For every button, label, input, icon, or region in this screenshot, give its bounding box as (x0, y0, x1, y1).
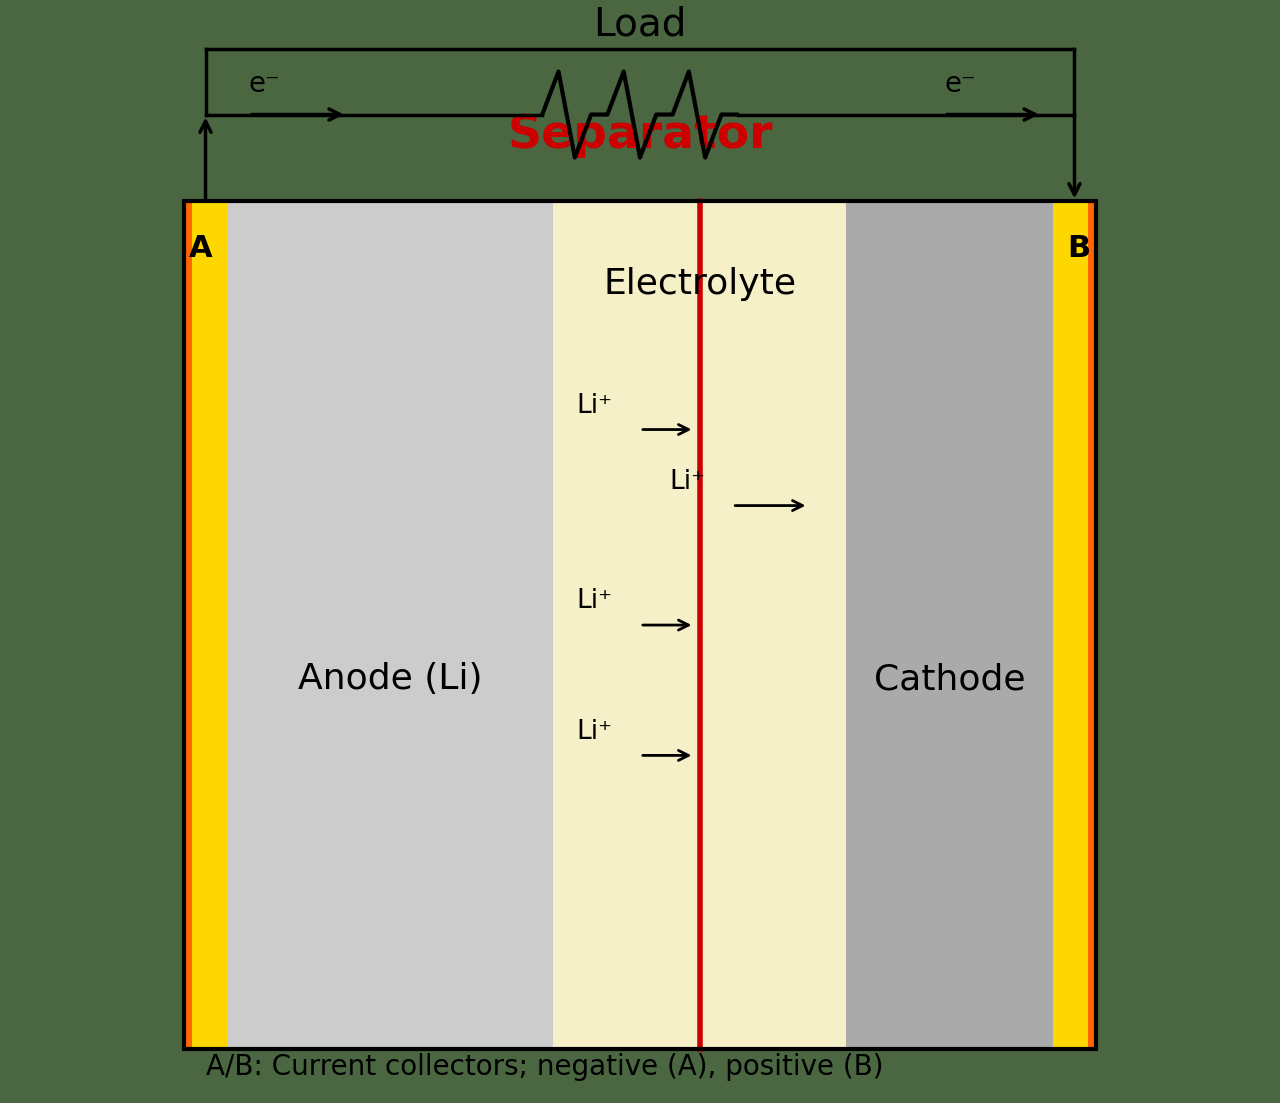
Text: Electrolyte: Electrolyte (603, 267, 796, 301)
Text: e⁻: e⁻ (248, 71, 280, 98)
Bar (553, 202, 846, 1049)
Bar (1052, 202, 1088, 1049)
Text: Li⁺: Li⁺ (577, 588, 613, 614)
Text: Li⁺: Li⁺ (669, 469, 705, 495)
Text: Anode (Li): Anode (Li) (298, 663, 483, 696)
Text: A/B: Current collectors; negative (A), positive (B): A/B: Current collectors; negative (A), p… (206, 1053, 883, 1081)
Bar (184, 202, 1096, 1049)
Text: Cathode: Cathode (874, 663, 1025, 696)
Text: A: A (189, 234, 212, 263)
Text: Separator: Separator (507, 113, 773, 158)
Bar (1088, 202, 1096, 1049)
Bar (846, 202, 1052, 1049)
Text: Li⁺: Li⁺ (577, 393, 613, 419)
Text: B: B (1068, 234, 1091, 263)
Text: Load: Load (594, 6, 686, 44)
Text: e⁻: e⁻ (945, 71, 975, 98)
Text: Li⁺: Li⁺ (577, 718, 613, 745)
Bar (192, 202, 228, 1049)
Bar (184, 202, 228, 1049)
Bar (228, 202, 553, 1049)
